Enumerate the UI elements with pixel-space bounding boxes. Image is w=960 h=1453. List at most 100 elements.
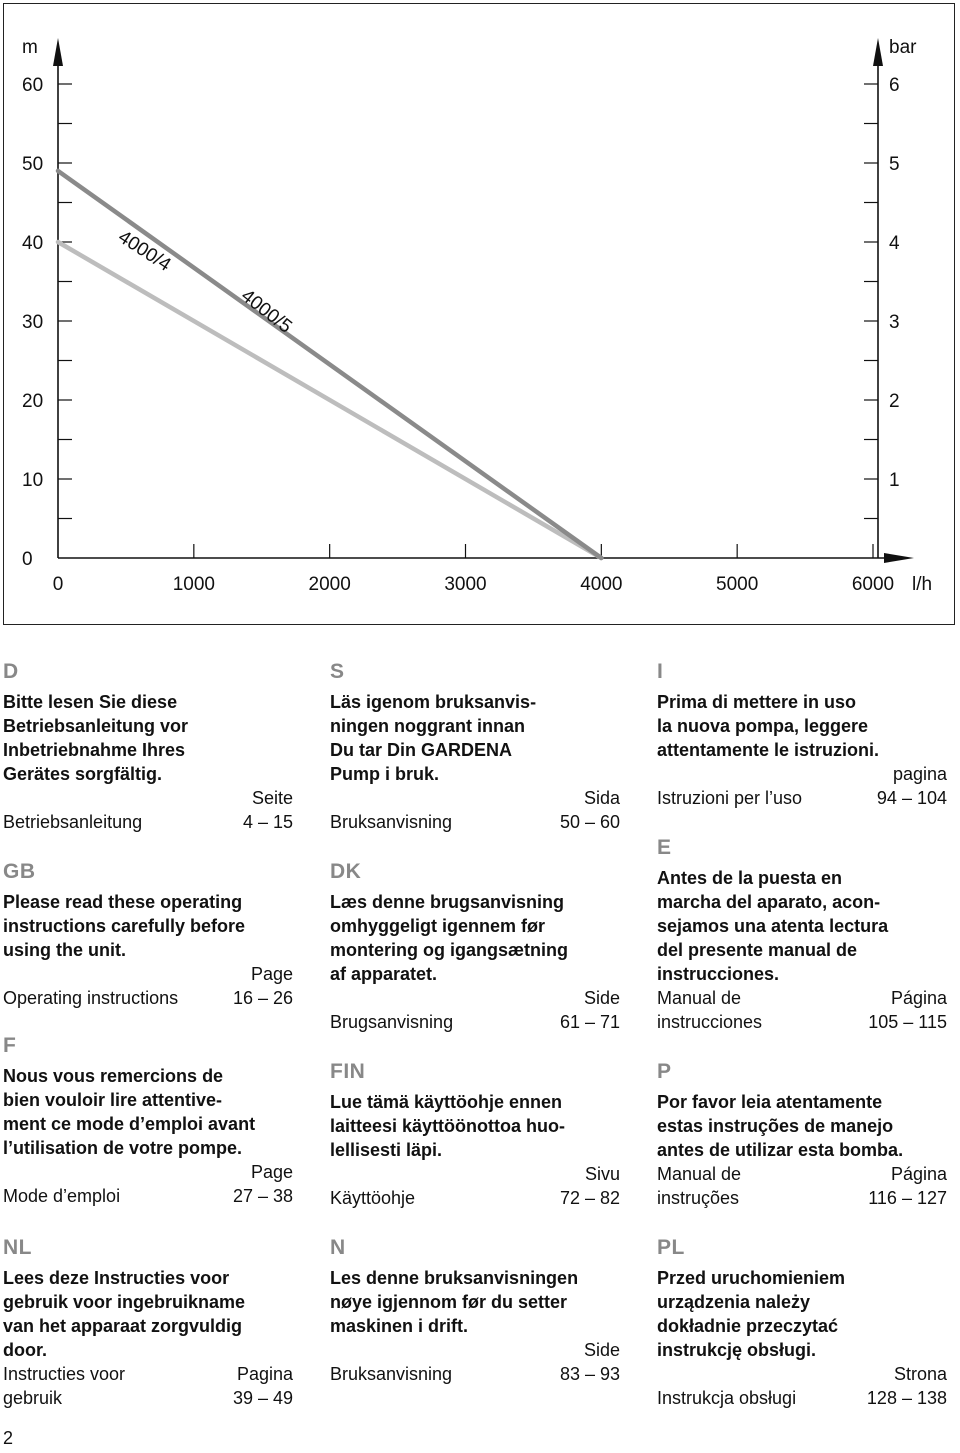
- y-left-unit-label: m: [22, 37, 38, 58]
- y-right-tick-label: 6: [889, 75, 900, 96]
- y-right-tick-label: 4: [889, 233, 900, 254]
- y-right-unit-label: bar: [889, 37, 917, 58]
- page-label: Página: [890, 1164, 947, 1184]
- reference-pages: 94 – 104: [876, 788, 947, 808]
- reference-title: Bruksanvisning: [330, 812, 453, 832]
- page-label: pagina: [892, 764, 947, 784]
- section-intro: Please read these operating instructions…: [3, 892, 246, 960]
- section-intro: Les denne bruksanvisningen nøye igjennom…: [330, 1268, 579, 1336]
- section-code: E: [657, 836, 672, 859]
- section-intro: Läs igenom bruksanvis- ningen noggrant i…: [330, 692, 537, 784]
- reference-pages: 105 – 115: [868, 1012, 947, 1032]
- section-code: P: [657, 1060, 672, 1083]
- chart-axes: [53, 38, 914, 563]
- page-reference: Istruzioni per l’uso 94 – 104: [657, 786, 947, 810]
- section-code: DK: [330, 860, 362, 883]
- reference-pages: 50 – 60: [559, 812, 620, 832]
- page-reference: Betriebsanleitung 4 – 15: [3, 810, 293, 834]
- reference-title: Manual de instrucciones: [657, 988, 763, 1032]
- reference-pages: 27 – 38: [232, 1186, 293, 1206]
- page-reference: Operating instructions 16 – 26: [3, 986, 293, 1010]
- section-fin: FIN Lue tämä käyttöohje ennen laitteesi …: [330, 1060, 620, 1210]
- reference-pages: 116 – 127: [868, 1188, 947, 1208]
- page-label: Side: [583, 988, 620, 1008]
- x-tick-label: 2000: [309, 574, 351, 595]
- reference-title: Operating instructions: [3, 988, 179, 1008]
- x-axis-arrow-icon: [884, 553, 914, 563]
- page-label: Seite: [251, 788, 293, 808]
- section-intro: Por favor leia atentamente estas instruç…: [657, 1092, 904, 1160]
- y-left-tick-label: 20: [22, 391, 43, 412]
- y-right-tick-label: 2: [889, 391, 900, 412]
- reference-pages: 61 – 71: [559, 1012, 620, 1032]
- section-code: S: [330, 660, 345, 683]
- section-code: N: [330, 1236, 346, 1259]
- section-code: F: [3, 1034, 17, 1057]
- reference-pages-group: Pagina 39 – 49: [233, 1362, 293, 1410]
- section-pl: PL Przed uruchomieniem urządzenia należy…: [657, 1236, 947, 1410]
- reference-title: Instructies voor gebruik: [3, 1364, 126, 1408]
- section-intro: Læs denne brugsanvisning omhyggeligt ige…: [330, 892, 568, 984]
- page-reference: Brugsanvisning 61 – 71: [330, 1010, 620, 1034]
- reference-pages-group: Página 105 – 115: [868, 986, 947, 1034]
- y-right-tick-label: 1: [889, 470, 900, 491]
- y-left-tick-label: 30: [22, 312, 43, 333]
- page-reference: Käyttöohje 72 – 82: [330, 1186, 620, 1210]
- page-reference: Instrukcja obsługi 128 – 138: [657, 1386, 947, 1410]
- section-code: NL: [3, 1236, 32, 1259]
- x-tick-label: 5000: [716, 574, 758, 595]
- section-f: F Nous vous remercions de bien vouloir l…: [3, 1034, 293, 1208]
- page-number: 2: [3, 1428, 14, 1448]
- section-n: N Les denne bruksanvisningen nøye igjenn…: [330, 1236, 620, 1386]
- section-s: S Läs igenom bruksanvis- ningen noggrant…: [330, 660, 620, 834]
- section-nl: NL Lees deze Instructies voor gebruik vo…: [3, 1236, 293, 1410]
- right-axis-arrow-icon: [873, 38, 883, 66]
- section-gb: GB Please read these operating instructi…: [3, 860, 293, 1010]
- page-label: Sivu: [584, 1164, 620, 1184]
- reference-pages: 83 – 93: [559, 1364, 620, 1384]
- page-reference: Bruksanvisning 50 – 60: [330, 810, 620, 834]
- series-label-4000-5: 4000/5: [237, 285, 296, 337]
- reference-title: Mode d’emploi: [3, 1186, 121, 1206]
- page-reference: Bruksanvisning 83 – 93: [330, 1362, 620, 1386]
- section-i: I Prima di mettere in uso la nuova pompa…: [657, 660, 947, 810]
- section-code: D: [3, 660, 19, 683]
- page-label: Pagina: [236, 1364, 293, 1384]
- chart-series: [55, 168, 604, 561]
- section-code: FIN: [330, 1060, 366, 1083]
- page-reference: Mode d’emploi 27 – 38: [3, 1184, 293, 1208]
- y-right-tick-label: 5: [889, 154, 900, 175]
- y-left-tick-label: 0: [22, 549, 33, 570]
- y-right-tick-label: 3: [889, 312, 900, 333]
- x-tick-label: 0: [53, 574, 64, 595]
- reference-title: Brugsanvisning: [330, 1012, 454, 1032]
- reference-title: Betriebsanleitung: [3, 812, 143, 832]
- page-label: Side: [583, 1340, 620, 1360]
- section-intro: Bitte lesen Sie diese Betriebsanleitung …: [3, 692, 189, 784]
- section-intro: Lees deze Instructies voor gebruik voor …: [3, 1268, 246, 1360]
- page-reference: Manual de instrucciones Página 105 – 115: [657, 986, 947, 1034]
- x-tick-label: 4000: [580, 574, 622, 595]
- reference-title: Bruksanvisning: [330, 1364, 453, 1384]
- chart-frame: [3, 3, 955, 625]
- section-intro: Antes de la puesta en marcha del aparato…: [657, 868, 889, 984]
- reference-title: Instrukcja obsługi: [657, 1388, 797, 1408]
- section-code: I: [657, 660, 664, 683]
- reference-title: Käyttöohje: [330, 1188, 416, 1208]
- section-intro: Prima di mettere in uso la nuova pompa, …: [657, 692, 880, 760]
- section-intro: Nous vous remercions de bien vouloir lir…: [3, 1066, 256, 1158]
- y-left-tick-label: 40: [22, 233, 43, 254]
- page-label: Page: [250, 964, 293, 984]
- section-dk: DK Læs denne brugsanvisning omhyggeligt …: [330, 860, 620, 1034]
- reference-pages: 72 – 82: [559, 1188, 620, 1208]
- reference-pages-group: Página 116 – 127: [868, 1162, 947, 1210]
- reference-pages: 128 – 138: [866, 1388, 947, 1408]
- reference-pages: 39 – 49: [232, 1388, 293, 1408]
- x-tick-label: 1000: [173, 574, 215, 595]
- section-code: PL: [657, 1236, 685, 1259]
- reference-pages: 16 – 26: [232, 988, 293, 1008]
- x-tick-label: 6000: [852, 574, 894, 595]
- section-d: D Bitte lesen Sie diese Betriebsanleitun…: [3, 660, 293, 834]
